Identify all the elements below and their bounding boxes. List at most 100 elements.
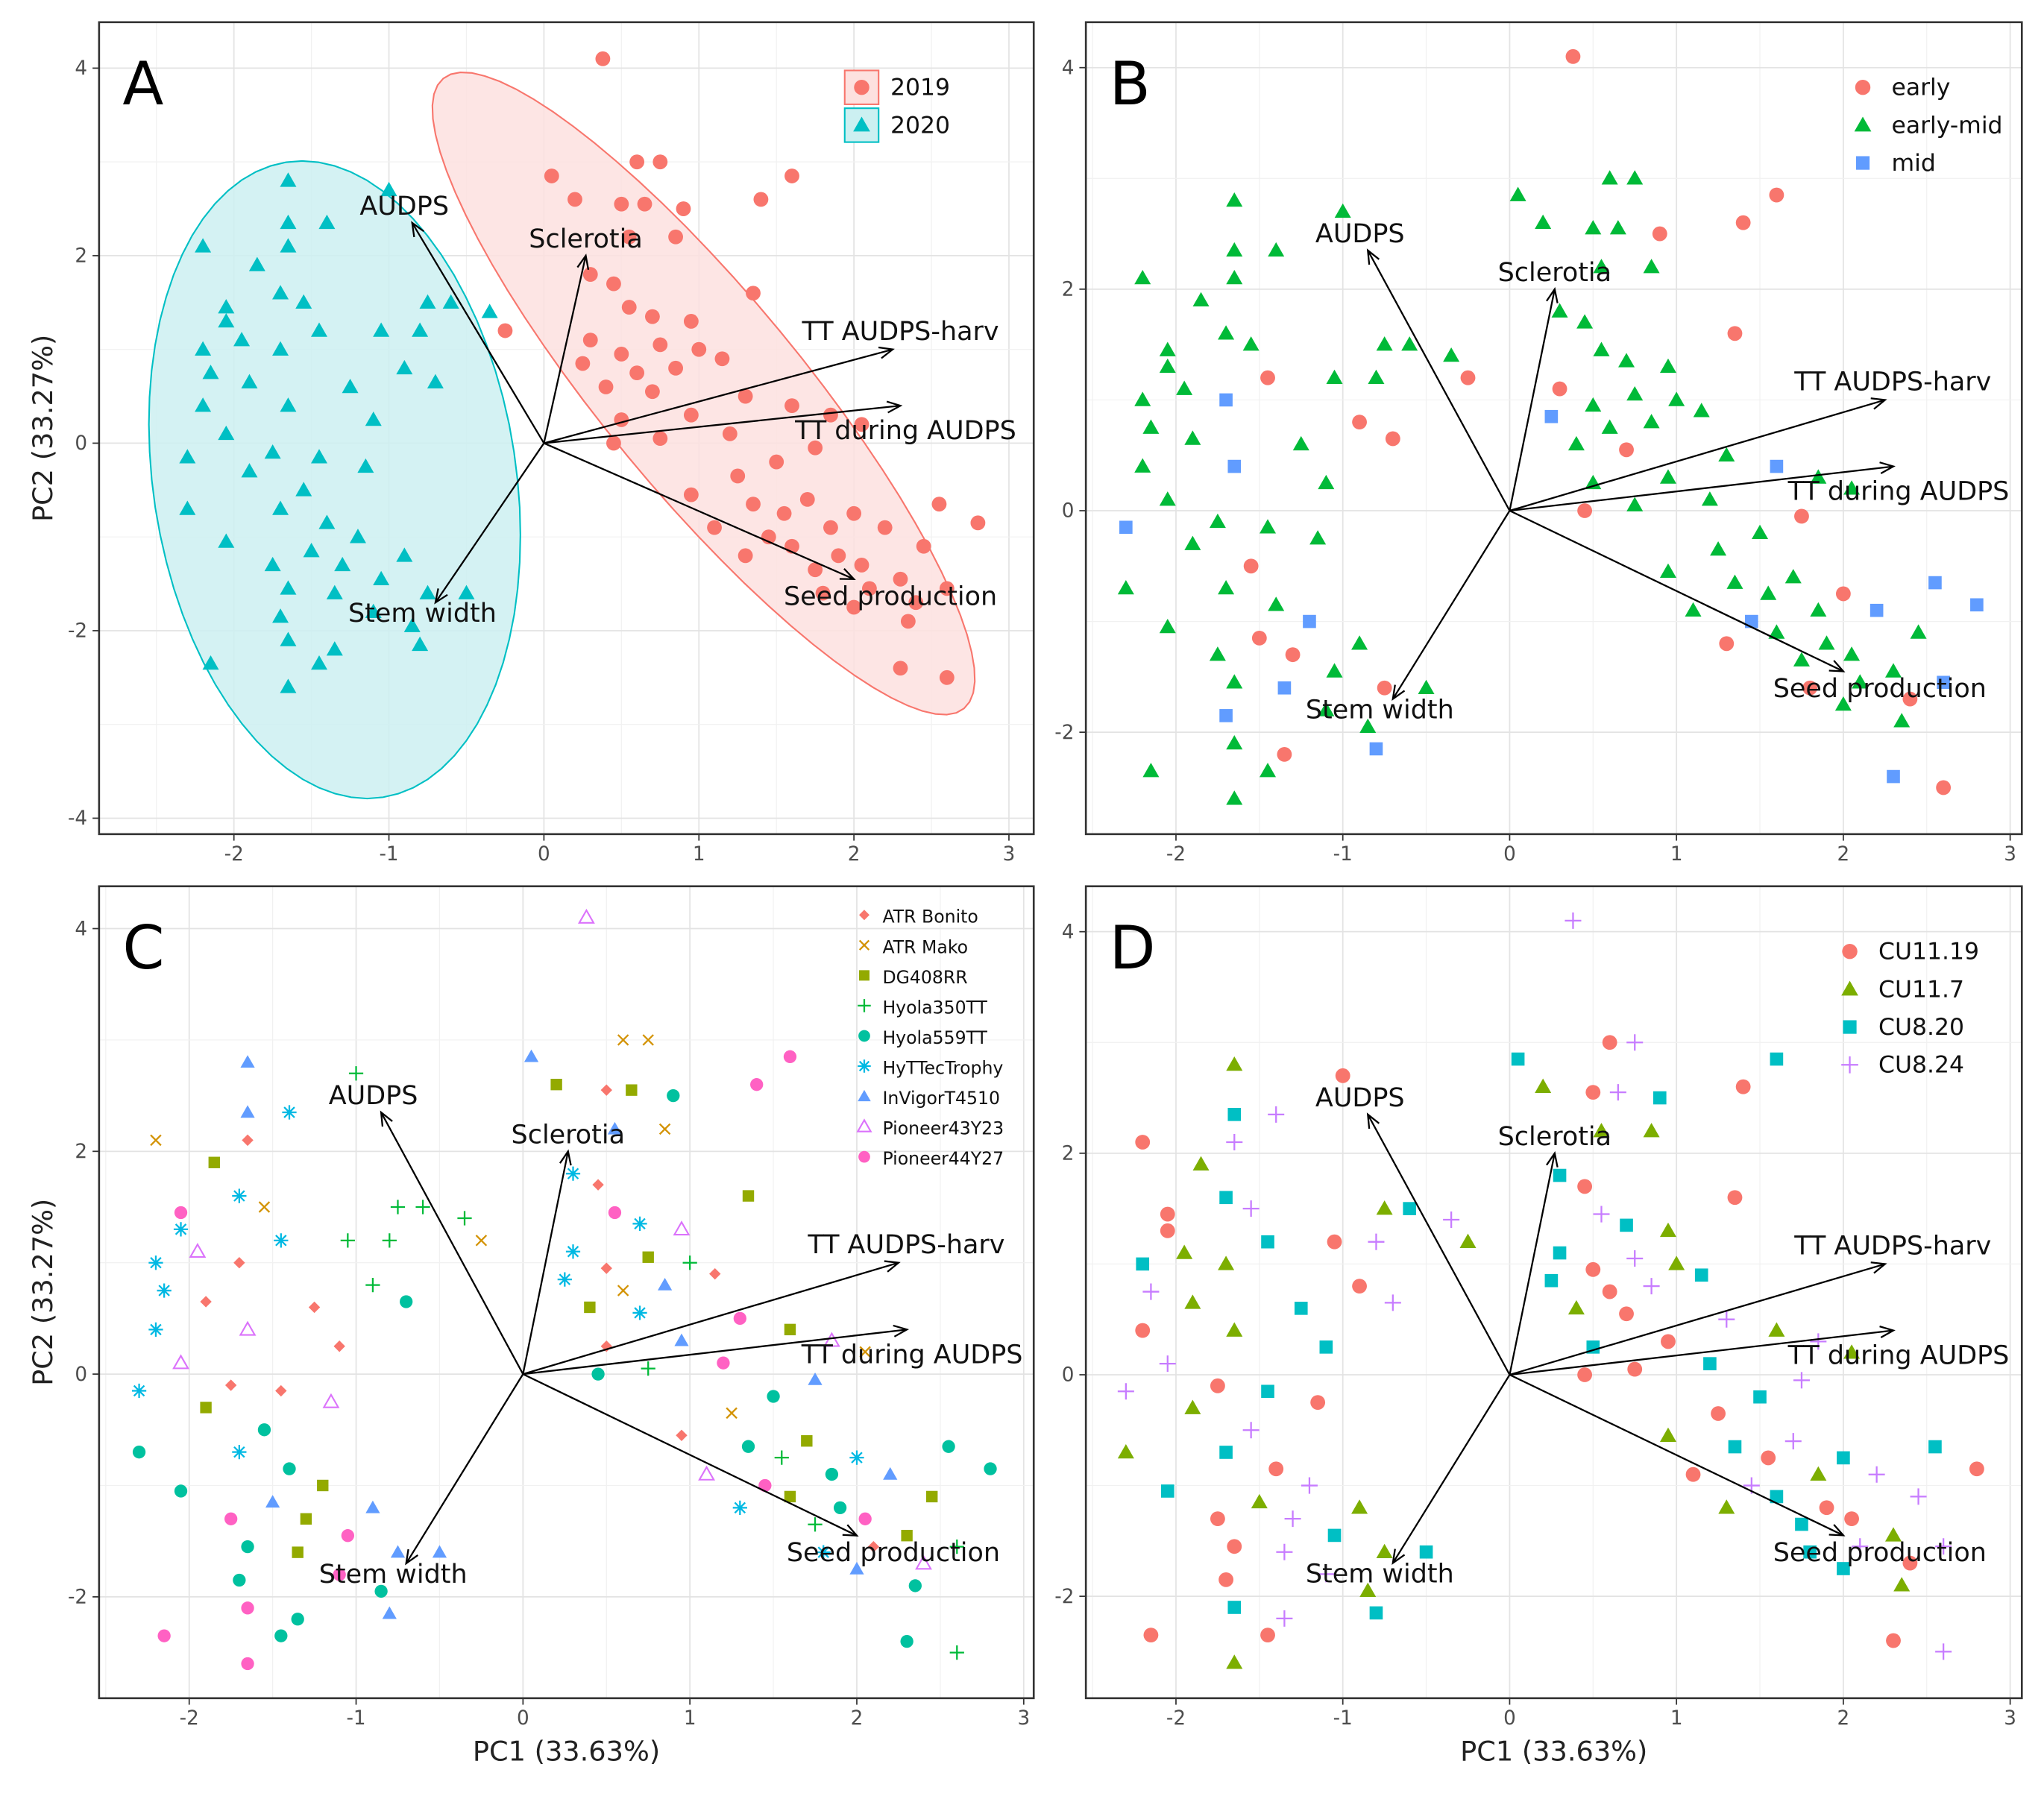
arrow-head [1366,1112,1380,1129]
loading-label: Sclerotia [512,1120,625,1150]
data-point [567,192,582,207]
loading-arrow [543,255,587,444]
data-point [1176,1244,1193,1259]
data-point [614,196,629,212]
data-point [1218,1255,1235,1270]
data-point [1601,170,1618,185]
loading-arrow [1509,289,1556,511]
data-point [632,1305,647,1320]
legend-item: CU8.24 [1841,1052,1964,1079]
loading-arrow [1392,510,1511,700]
legend-item: Hyola350TT [858,997,988,1018]
data-point [592,1179,604,1191]
data-point [1685,1466,1701,1482]
data-point [1928,576,1942,590]
data-point [776,505,792,521]
data-point [1535,214,1552,229]
data-point [1577,1367,1593,1382]
panel-border [98,21,1035,836]
loading-arrow [405,1373,524,1564]
data-point [1902,1555,1918,1571]
x-tick-label: 3 [1017,1707,1030,1730]
data-point [1159,1355,1176,1373]
legend-asterisk-icon [858,1059,871,1073]
data-point [1268,1461,1284,1477]
data-point [1585,220,1602,235]
legend-circle-icon [1855,79,1871,95]
data-point [348,1066,364,1081]
data-point [1368,1233,1385,1250]
data-point [600,1084,612,1096]
data-point [1553,1168,1567,1182]
data-point [264,556,281,572]
data-point [195,397,212,412]
data-point [1693,403,1710,418]
data-point [1134,391,1151,406]
data-point [195,341,212,356]
loading-arrow [544,348,893,444]
data-point [1219,709,1233,722]
data-point [1226,242,1243,257]
data-point [233,1573,246,1587]
data-point [1143,1628,1159,1643]
data-point [1142,419,1160,434]
data-point [295,482,312,497]
data-point [427,374,444,388]
y-tick-label: 4 [1062,57,1075,79]
data-point [901,1530,913,1542]
arrow-head [434,588,448,605]
data-point [365,1500,380,1513]
data-point [303,543,320,558]
data-point [390,1545,406,1558]
data-point [984,1462,997,1475]
data-point [1309,530,1327,545]
data-point [1910,1488,1927,1505]
data-point [1652,226,1667,242]
data-point [600,1340,612,1352]
loading-arrow [523,1329,908,1376]
loading-label: AUDPS [329,1081,418,1111]
loading-arrow [1367,1114,1511,1376]
data-point [1793,652,1810,667]
data-point [621,300,637,315]
data-point [132,1446,146,1459]
data-point [1843,1344,1861,1359]
data-point [614,412,629,427]
data-point [218,312,235,328]
data-point [1818,635,1835,650]
legend-item: Hyola559TT [858,1027,988,1048]
data-point [970,515,986,531]
data-point [432,1545,447,1558]
legend-label: Pioneer43Y23 [882,1118,1004,1139]
data-point [202,655,219,670]
data-point [403,617,421,632]
data-point [1969,1461,1984,1477]
data-point [475,1235,488,1247]
data-point [200,1402,212,1414]
data-point [326,585,343,599]
data-point [758,1478,772,1493]
loading-label: TT during AUDPS [1787,477,2010,507]
data-point [1770,459,1784,473]
data-point [150,1134,162,1147]
data-point [1184,1399,1201,1414]
data-point [1852,1538,1869,1555]
data-point [1319,1340,1333,1354]
data-point [1844,1511,1859,1527]
arrow-head [559,1149,572,1166]
data-point [1770,1052,1784,1066]
legend-diamond-icon [858,910,870,921]
data-point [1117,1383,1134,1400]
data-point [1602,1284,1617,1299]
data-point [1834,696,1852,711]
data-point [1727,326,1743,341]
data-point [208,1156,220,1168]
data-point [683,407,699,423]
data-point [1226,1133,1243,1150]
data-point [1810,469,1827,484]
legend-item: 2019 [843,69,950,105]
x-tick-label: 2 [848,843,861,866]
data-point [1576,314,1594,329]
data-point [173,1222,189,1237]
data-point [1209,513,1226,529]
